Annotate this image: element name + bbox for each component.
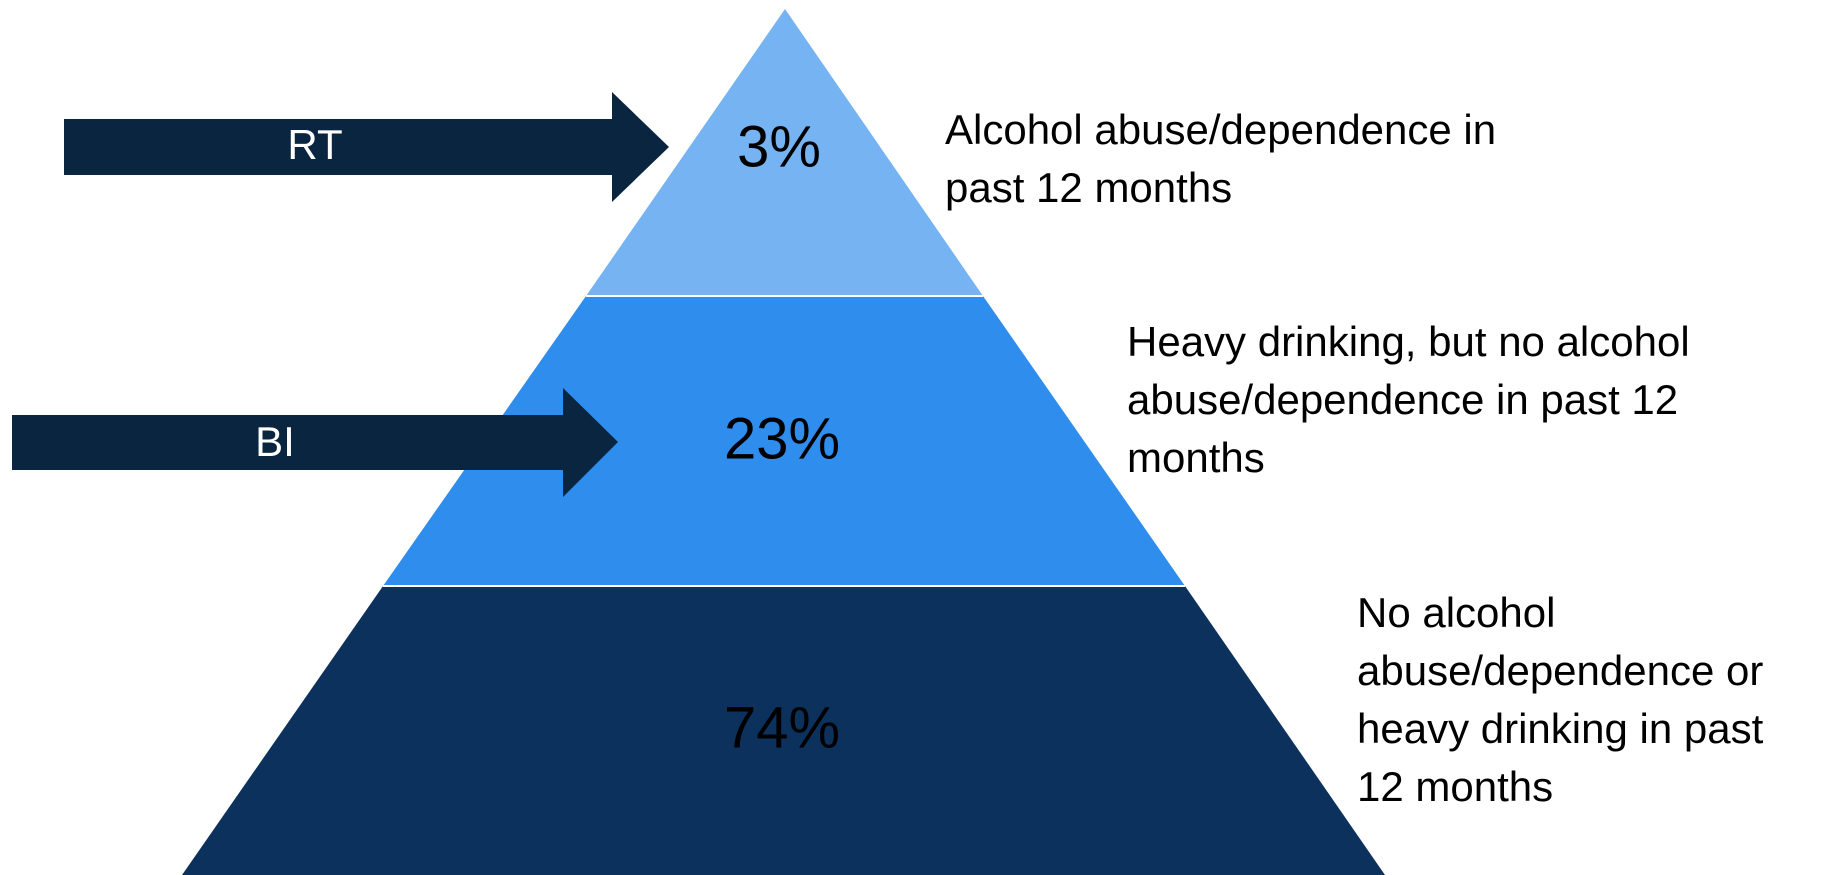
level-description: months [1127, 434, 1265, 481]
level-description: abuse/dependence or [1357, 647, 1763, 694]
pyramid-top [586, 9, 983, 296]
level-description: Heavy drinking, but no alcohol [1127, 318, 1690, 365]
level-percent: 23% [724, 406, 840, 471]
pyramid-middle [383, 296, 1185, 586]
level-description: past 12 months [945, 164, 1232, 211]
level-percent: 3% [737, 114, 821, 179]
arrow [12, 388, 618, 497]
level-description: heavy drinking in past [1357, 705, 1764, 752]
level-description: Alcohol abuse/dependence in [945, 106, 1496, 153]
arrow [64, 92, 669, 202]
level-percent: 74% [724, 695, 840, 760]
descriptions: Alcohol abuse/dependence in past 12 month… [945, 106, 1764, 810]
arrow-label: BI [255, 418, 295, 465]
level-description: No alcohol [1357, 589, 1555, 636]
pyramid-bottom [182, 586, 1385, 875]
level-description: 12 months [1357, 763, 1553, 810]
arrow-label: RT [287, 121, 342, 168]
level-description: abuse/dependence in past 12 [1127, 376, 1678, 423]
